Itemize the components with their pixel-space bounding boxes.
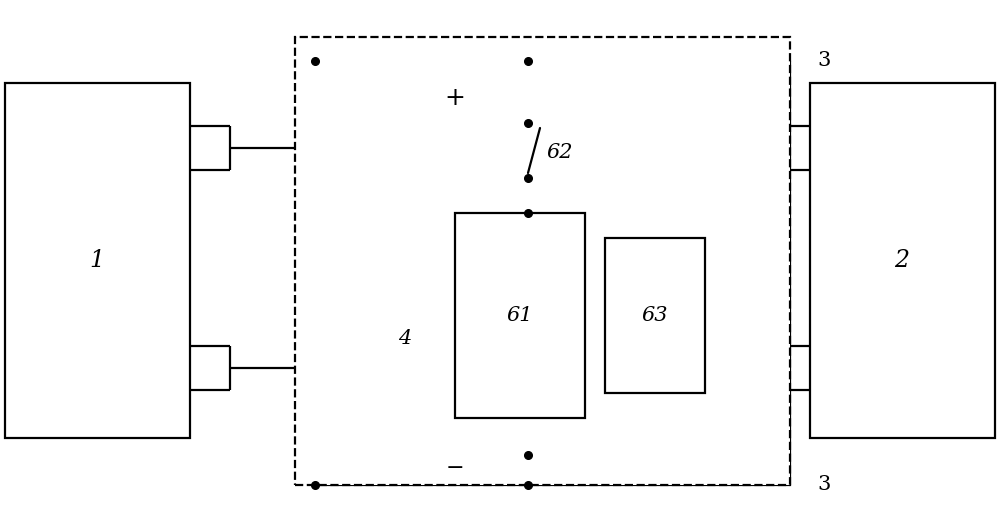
Text: +: + <box>445 86 465 110</box>
Bar <box>455 213 585 418</box>
Text: −: − <box>446 458 464 478</box>
Text: 2: 2 <box>895 249 910 272</box>
Bar <box>810 83 995 438</box>
Text: 3: 3 <box>817 475 830 495</box>
Text: 4: 4 <box>398 328 412 347</box>
Text: 1: 1 <box>90 249 104 272</box>
Text: 3: 3 <box>817 51 830 71</box>
Bar <box>5 83 190 438</box>
Text: 63: 63 <box>642 306 668 325</box>
Bar <box>295 37 790 485</box>
Text: 62: 62 <box>547 143 573 163</box>
Text: 61: 61 <box>507 306 533 325</box>
Bar <box>605 238 705 393</box>
